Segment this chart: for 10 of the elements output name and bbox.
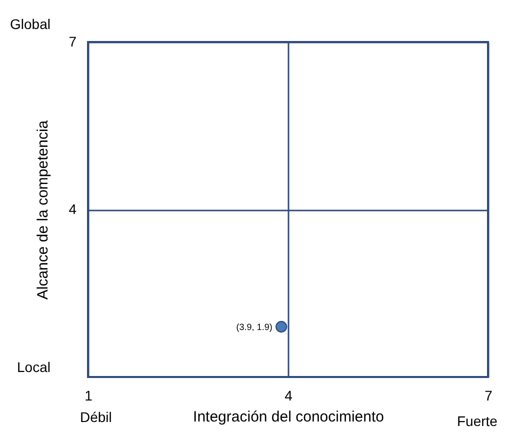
text: Global <box>10 16 50 32</box>
text: Fuerte <box>457 413 498 429</box>
x-tick-label: 7 <box>484 388 493 404</box>
x-axis-title: Integración del conocimiento <box>193 408 384 426</box>
x-tick-label: 1 <box>84 388 93 404</box>
text: Débil <box>80 409 112 425</box>
data-label: (3.9, 1.9) <box>236 322 272 332</box>
text: Local <box>17 359 50 375</box>
x-tick-label: 4 <box>284 388 293 404</box>
y-axis-title: Alcance de la competencia <box>34 120 52 300</box>
